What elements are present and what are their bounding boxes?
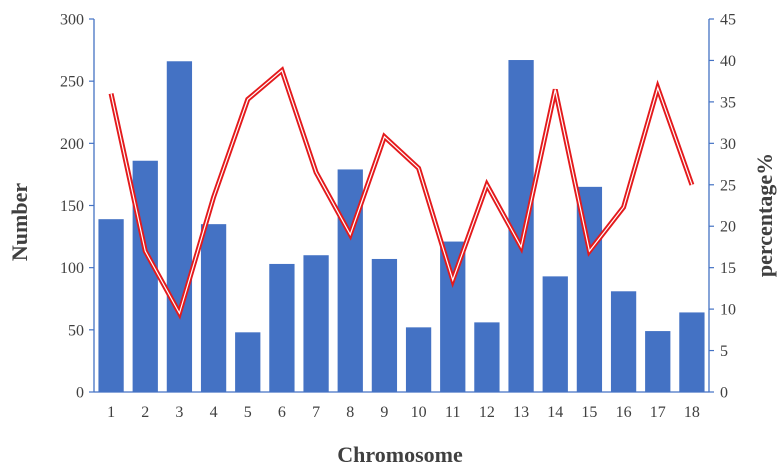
x-tick-label-9: 9: [380, 404, 388, 421]
x-tick-label-5: 5: [244, 404, 252, 421]
bar-chromosome-16: [610, 291, 637, 392]
x-tick-label-2: 2: [141, 404, 149, 421]
bar-chromosome-2: [132, 160, 158, 392]
x-tick-label-8: 8: [346, 404, 354, 421]
y-tick-label: 150: [60, 198, 84, 215]
percentage-line-outer: [108, 66, 695, 320]
y2-tick-label: 0: [720, 385, 728, 402]
y-tick-label: 50: [68, 322, 84, 339]
y2-tick-label: 15: [720, 260, 736, 277]
x-tick-label-3: 3: [175, 404, 183, 421]
x-tick-label-17: 17: [650, 404, 666, 421]
bar-chromosome-7: [303, 255, 329, 392]
x-tick-label-15: 15: [581, 404, 597, 421]
y-tick-label: 100: [60, 260, 84, 277]
y-tick-label: 250: [60, 74, 84, 91]
percentage-line-inner: [110, 69, 693, 315]
bar-chromosome-10: [405, 327, 432, 392]
y2-tick-label: 5: [720, 343, 728, 360]
y2-tick-label: 30: [720, 136, 736, 153]
y-axis-title: Number: [7, 183, 32, 261]
y2-axis-title: percentage%: [752, 153, 777, 277]
bar-chromosome-14: [542, 276, 568, 392]
x-tick-label-10: 10: [411, 404, 427, 421]
bar-chromosome-17: [645, 331, 671, 392]
bar-chromosome-13: [508, 60, 534, 392]
line-layer: [108, 66, 695, 320]
x-tick-label-16: 16: [616, 404, 632, 421]
y-tick-label: 0: [76, 385, 84, 402]
y-tick-label: 300: [60, 12, 84, 29]
x-tick-label-12: 12: [479, 404, 495, 421]
x-tick-label-11: 11: [445, 404, 460, 421]
bar-layer: [98, 60, 705, 393]
bar-chromosome-4: [200, 224, 227, 392]
bar-chromosome-18: [679, 312, 705, 392]
y2-tick-label: 45: [720, 12, 736, 29]
x-tick-label-14: 14: [547, 404, 563, 421]
x-tick-label-6: 6: [278, 404, 286, 421]
y2-tick-label: 20: [720, 219, 736, 236]
x-tick-label-18: 18: [684, 404, 700, 421]
y2-tick-label: 40: [720, 53, 736, 70]
bar-chromosome-5: [235, 332, 261, 392]
x-axis-title: Chromosome: [337, 442, 463, 467]
bar-chromosome-6: [269, 263, 295, 392]
x-tick-label-1: 1: [107, 404, 115, 421]
y2-tick-label: 35: [720, 94, 736, 111]
x-tick-label-4: 4: [210, 404, 218, 421]
x-tick-label-7: 7: [312, 404, 320, 421]
y2-tick-label: 10: [720, 302, 736, 319]
y-tick-label: 200: [60, 136, 84, 153]
bar-chromosome-9: [371, 258, 398, 392]
bar-chromosome-3: [166, 61, 193, 393]
bar-chromosome-12: [474, 322, 500, 392]
bar-chromosome-1: [98, 219, 124, 392]
x-tick-label-13: 13: [513, 404, 529, 421]
y2-tick-label: 25: [720, 177, 736, 194]
bar-chromosome-11: [440, 241, 466, 392]
